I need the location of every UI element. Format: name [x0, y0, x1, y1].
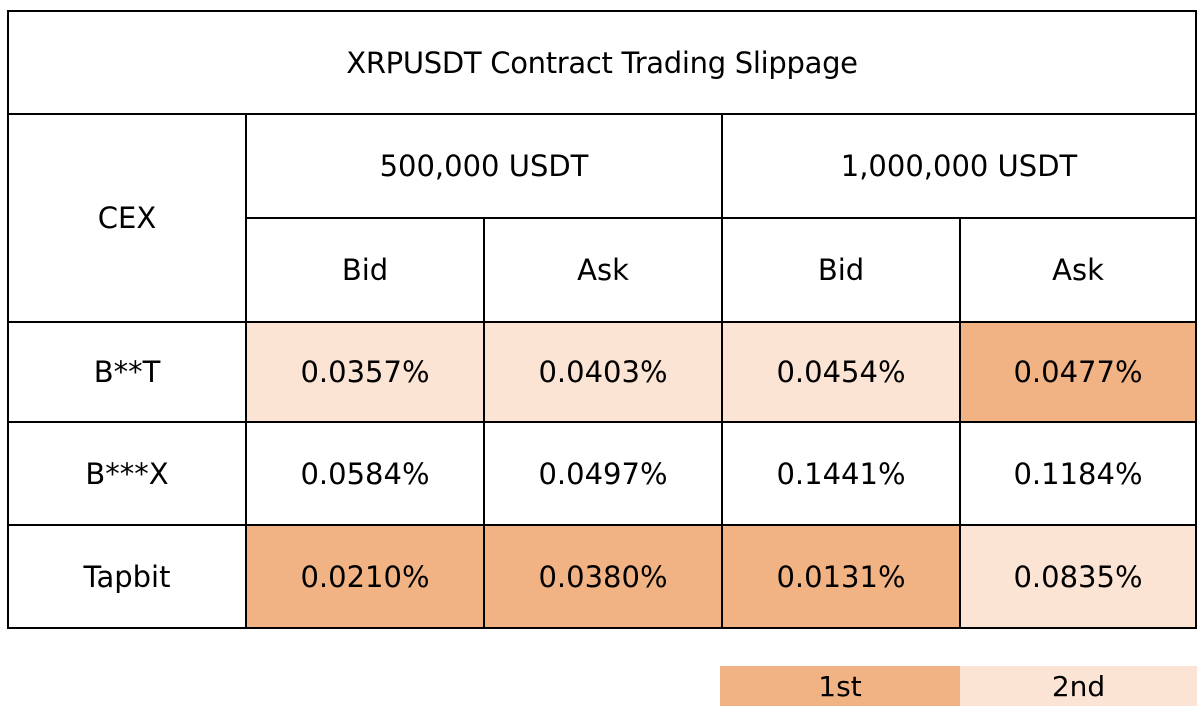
group-header-500k: 500,000 USDT: [245, 113, 723, 219]
table-cell: 0.0497%: [483, 421, 723, 526]
legend-first: 1st: [720, 666, 960, 706]
cex-header: CEX: [7, 113, 247, 323]
table-cell: 0.0131%: [721, 524, 961, 629]
table-cell: 0.0210%: [245, 524, 485, 629]
table-cell: 0.1184%: [959, 421, 1197, 526]
sub-header-ask-1m: Ask: [959, 217, 1197, 323]
row-name-bx: B***X: [7, 421, 247, 526]
table-cell: 0.0380%: [483, 524, 723, 629]
table-cell: 0.1441%: [721, 421, 961, 526]
sub-header-bid-500k: Bid: [245, 217, 485, 323]
table-cell: 0.0477%: [959, 321, 1197, 423]
sub-header-bid-1m: Bid: [721, 217, 961, 323]
row-name-bt: B**T: [7, 321, 247, 423]
table-title: XRPUSDT Contract Trading Slippage: [7, 10, 1197, 115]
group-header-1m: 1,000,000 USDT: [721, 113, 1197, 219]
legend-first-label: 1st: [818, 669, 862, 703]
table-cell: 0.0835%: [959, 524, 1197, 629]
table-cell: 0.0357%: [245, 321, 485, 423]
row-name-tapbit: Tapbit: [7, 524, 247, 629]
slippage-table: XRPUSDT Contract Trading Slippage CEX 50…: [7, 10, 1197, 629]
table-cell: 0.0584%: [245, 421, 485, 526]
sub-header-ask-500k: Ask: [483, 217, 723, 323]
legend-second: 2nd: [960, 666, 1197, 706]
table-cell: 0.0454%: [721, 321, 961, 423]
legend-second-label: 2nd: [1051, 669, 1106, 703]
table-cell: 0.0403%: [483, 321, 723, 423]
